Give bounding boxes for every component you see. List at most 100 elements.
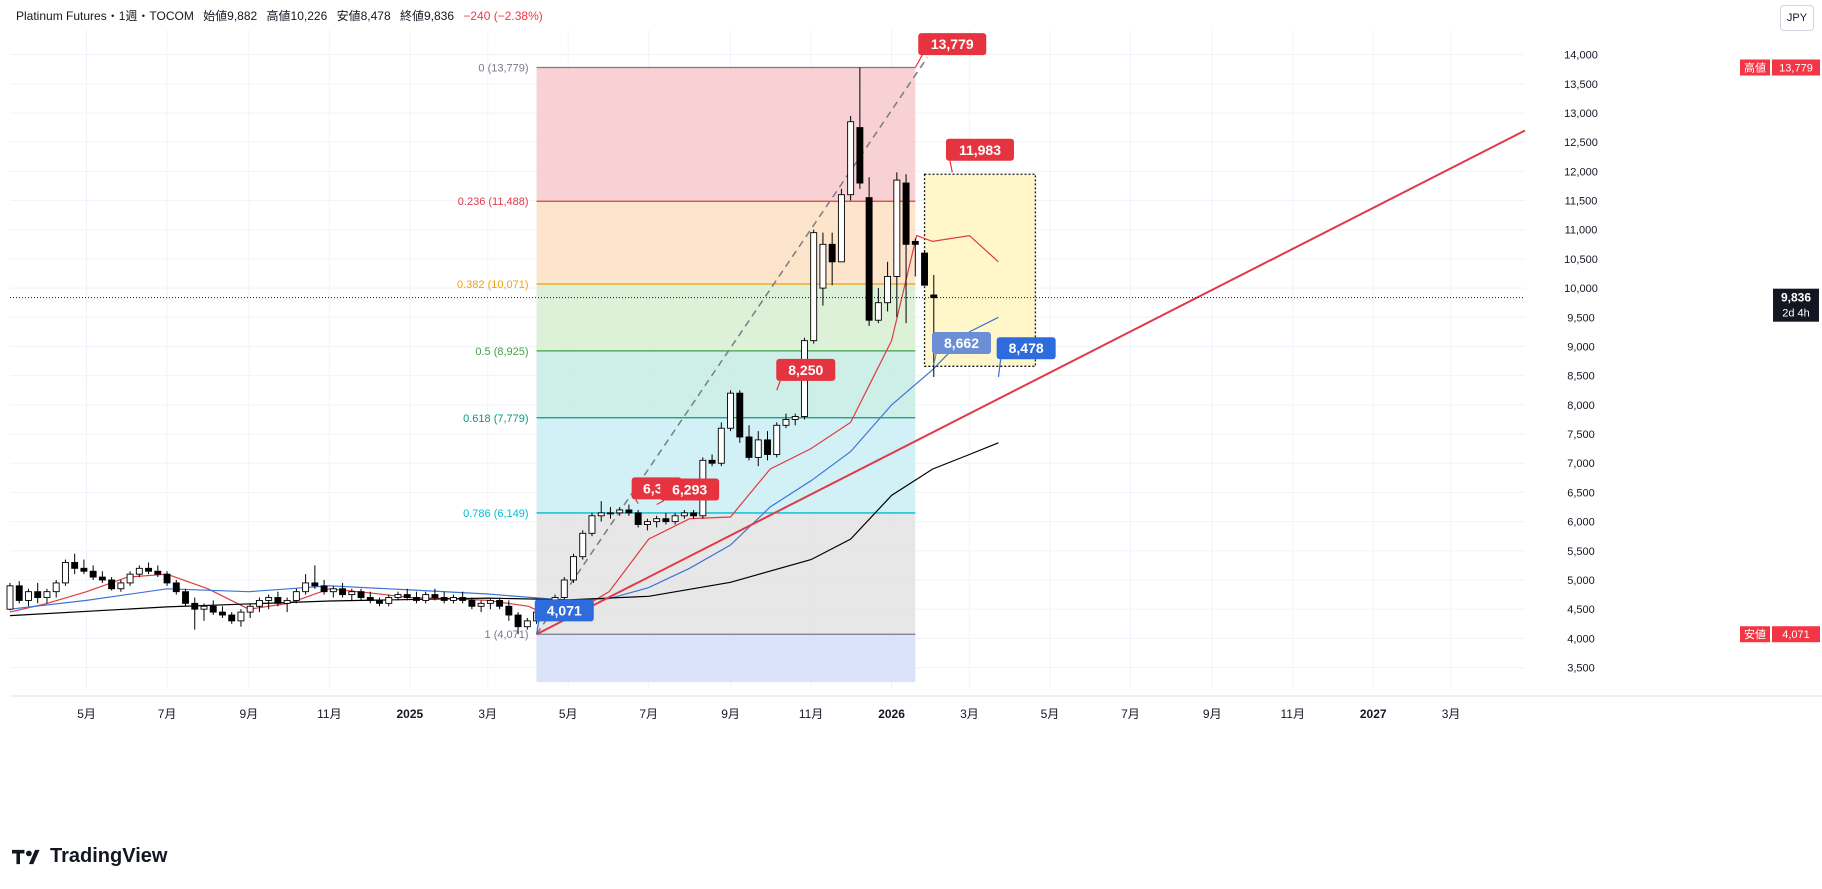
ohlc-open: 始値9,882: [203, 9, 258, 23]
candle-body: [893, 179, 901, 277]
candle: [791, 413, 799, 426]
tradingview-logo[interactable]: TradingView: [12, 845, 167, 868]
candle-body: [837, 194, 845, 263]
fib-level-label: 0.382 (10,071): [457, 279, 529, 291]
candle: [874, 288, 882, 324]
candle-body: [764, 439, 771, 455]
candle: [856, 67, 864, 189]
candle: [366, 591, 374, 604]
price-callout: 8,250: [776, 358, 836, 391]
candle: [653, 515, 661, 528]
candle: [15, 581, 23, 604]
candle: [237, 609, 245, 627]
y-tick-label: 11,000: [1565, 225, 1598, 237]
candle-body: [108, 579, 116, 590]
candle-body: [607, 512, 614, 515]
current-price-marker: 9,836 2d 4h: [1773, 288, 1819, 322]
candle: [893, 172, 901, 318]
candle: [89, 565, 97, 580]
candle: [643, 518, 651, 531]
y-tick-label: 10,000: [1564, 283, 1598, 295]
candle: [98, 571, 106, 583]
callout-label: 11,983: [959, 142, 1001, 158]
axis-price-marker: 安値 4,071: [1740, 626, 1820, 643]
candle: [292, 588, 300, 604]
y-tick-label: 5,500: [1567, 546, 1595, 558]
candle: [34, 582, 42, 604]
candle-body: [671, 515, 679, 523]
price-callout: 11,983: [945, 138, 1014, 173]
y-tick-label: 7,500: [1567, 429, 1595, 441]
marker-value-bg: [1772, 59, 1820, 76]
candle-body: [865, 197, 873, 321]
candle: [459, 591, 467, 604]
ohlc-close: 終値9,836: [399, 9, 455, 23]
axes: 3,500 4,000 4,500 5,000 5,500 6,000 6,500 7,000…: [10, 50, 1822, 721]
candle: [579, 530, 587, 560]
current-price-bg: [1773, 288, 1819, 322]
candle-body: [163, 573, 171, 584]
candle: [283, 597, 291, 613]
price-callout: 8,478: [996, 337, 1056, 378]
currency-button[interactable]: JPY: [1780, 5, 1814, 31]
candle: [431, 588, 439, 601]
candle: [930, 274, 938, 377]
fib-level-label: 1 (4,071): [485, 629, 529, 641]
candle-body: [431, 594, 439, 598]
candle-body: [449, 597, 457, 601]
candle-body: [579, 532, 587, 558]
candle-body: [117, 582, 125, 590]
candle: [219, 606, 226, 618]
candle: [182, 588, 189, 607]
candle: [200, 603, 208, 621]
symbol-header: Platinum Futures・1週・TOCOM 始値9,882 高値10,2…: [16, 7, 549, 24]
candle-body: [34, 591, 42, 598]
symbol-name[interactable]: Platinum Futures・1週・TOCOM: [16, 9, 194, 23]
candle: [847, 115, 855, 201]
marker-tag: 安値: [1744, 627, 1766, 641]
candle-body: [237, 611, 245, 622]
candle: [486, 597, 494, 610]
candle-body: [126, 573, 134, 584]
candle: [782, 413, 790, 429]
candle: [154, 565, 162, 578]
callout-box: [945, 138, 1014, 161]
candle-body: [727, 392, 735, 429]
candle: [108, 577, 116, 591]
axis-price-marker: 高値 13,779: [1740, 59, 1820, 76]
candle-body: [597, 512, 605, 517]
candle: [339, 582, 347, 598]
candle-body: [505, 605, 513, 616]
callout-box: [660, 478, 720, 501]
x-tick-label: 3月: [478, 707, 497, 721]
candle: [145, 562, 153, 575]
callout-box: [918, 33, 987, 56]
moving-average-line-2: [9, 316, 999, 610]
candle: [385, 594, 393, 607]
callout-label: 4,071: [547, 602, 582, 618]
candle-body: [847, 121, 855, 196]
candle: [265, 594, 273, 610]
x-tick-label: 2025: [397, 707, 424, 721]
candle: [163, 571, 171, 586]
candle-body: [413, 597, 420, 601]
candle: [302, 574, 310, 595]
candle-body: [15, 585, 23, 601]
x-tick-label: 11月: [799, 707, 823, 721]
current-price-value: 9,836: [1781, 291, 1811, 305]
x-tick-label: 5月: [77, 707, 96, 721]
candle-body: [376, 599, 383, 604]
fib-zone: [536, 417, 916, 513]
candle: [496, 597, 504, 610]
y-tick-label: 4,500: [1567, 604, 1595, 616]
candle: [52, 580, 60, 598]
candle: [403, 588, 411, 601]
candle: [71, 553, 79, 575]
candle-body: [773, 424, 781, 455]
candle-body: [856, 127, 864, 184]
ohlc-high: 高値10,226: [266, 9, 328, 23]
candle: [514, 612, 522, 635]
candle-body: [135, 567, 143, 575]
fib-zone: [536, 512, 916, 635]
